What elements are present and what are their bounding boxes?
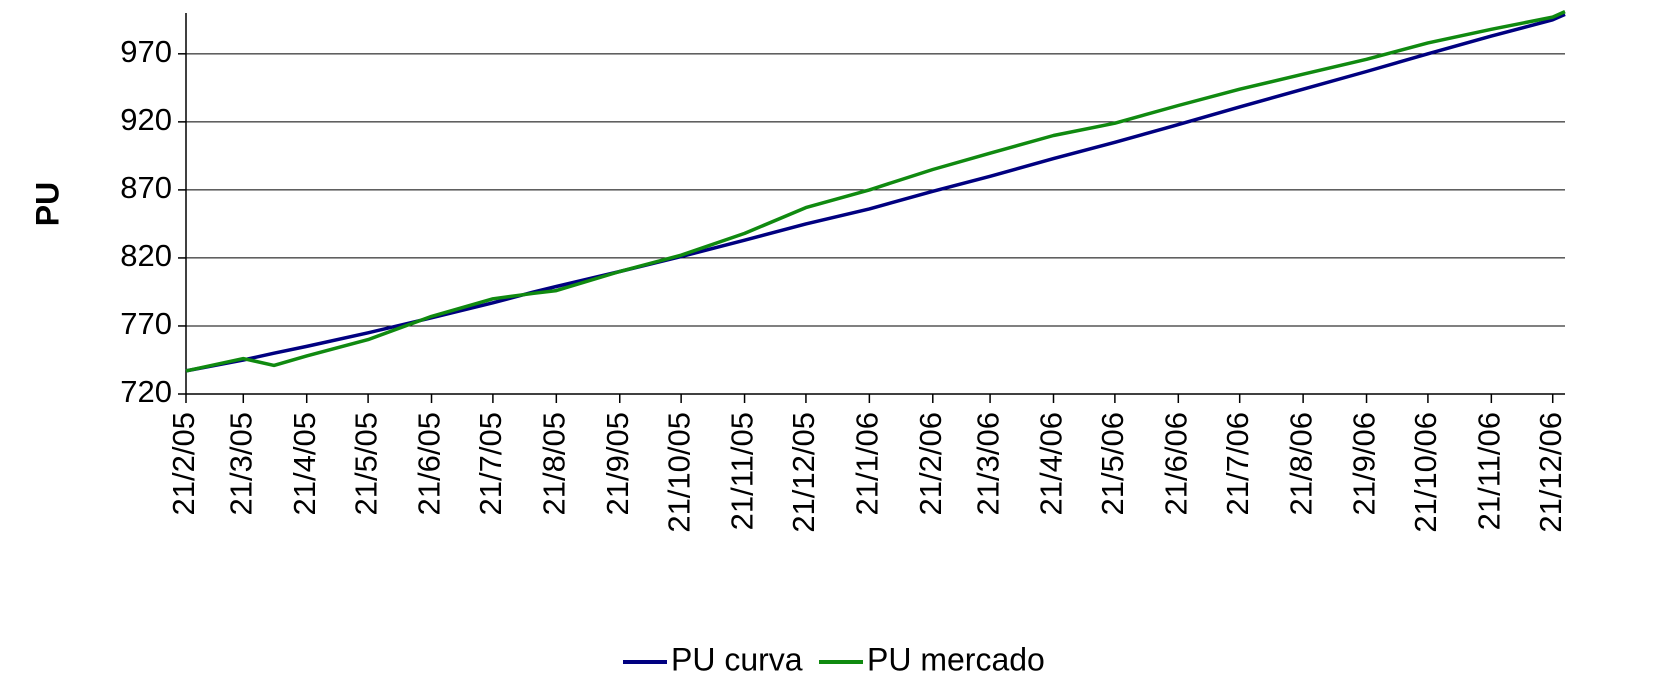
x-tick-label: 21/3/05 xyxy=(223,412,258,515)
x-tick-label: 21/12/05 xyxy=(786,412,821,533)
y-tick-label: 770 xyxy=(120,306,172,341)
x-tick-label: 21/12/06 xyxy=(1533,412,1568,533)
y-tick-label: 920 xyxy=(120,102,172,137)
x-tick-label: 21/7/06 xyxy=(1220,412,1255,515)
x-tick-label: 21/4/06 xyxy=(1034,412,1069,515)
x-tick-label: 21/5/06 xyxy=(1095,412,1130,515)
x-tick-label: 21/11/06 xyxy=(1472,412,1507,530)
x-tick-label: 21/2/05 xyxy=(166,412,201,515)
x-tick-label: 21/9/06 xyxy=(1347,412,1382,515)
x-tick-label: 21/8/06 xyxy=(1283,412,1318,515)
x-tick-label: 21/3/06 xyxy=(970,412,1005,515)
x-tick-label: 21/7/05 xyxy=(473,412,508,515)
x-tick-label: 21/1/06 xyxy=(850,412,885,515)
y-axis-label: PU xyxy=(29,182,65,226)
x-tick-label: 21/10/05 xyxy=(661,412,696,533)
x-tick-label: 21/10/06 xyxy=(1408,412,1443,533)
y-tick-label: 970 xyxy=(120,34,172,69)
legend-label: PU mercado xyxy=(867,641,1045,677)
y-tick-label: 820 xyxy=(120,238,172,273)
series-line xyxy=(185,10,1566,373)
x-tick-label: 21/5/05 xyxy=(348,412,383,515)
series-line xyxy=(185,12,1566,373)
y-tick-label: 720 xyxy=(120,374,172,409)
x-tick-label: 21/6/05 xyxy=(412,412,447,515)
x-tick-label: 21/2/06 xyxy=(913,412,948,515)
y-tick-label: 870 xyxy=(120,170,172,205)
legend-label: PU curva xyxy=(671,641,803,677)
x-tick-label: 21/9/05 xyxy=(600,412,635,515)
x-tick-label: 21/11/05 xyxy=(725,412,760,530)
x-tick-label: 21/6/06 xyxy=(1158,412,1193,515)
x-tick-label: 21/8/05 xyxy=(537,412,572,515)
x-tick-label: 21/4/05 xyxy=(287,412,322,515)
